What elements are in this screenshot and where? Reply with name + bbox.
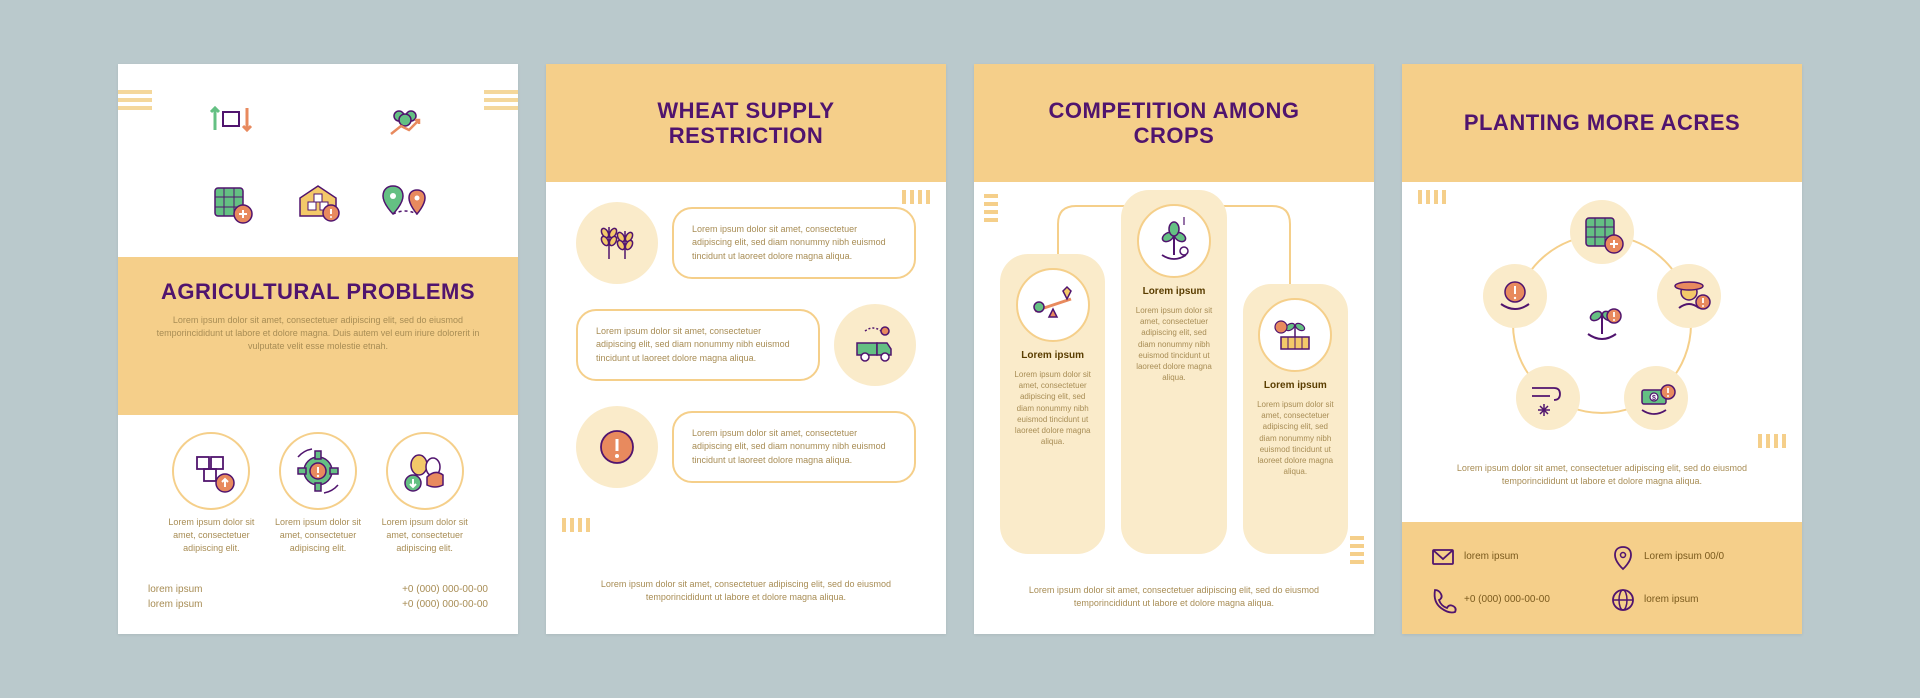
panel2-header: WHEAT SUPPLY RESTRICTION	[546, 64, 946, 182]
lower-icon-cell: Lorem ipsum dolor sit amet, consectetuer…	[158, 432, 265, 555]
contact-text: Lorem ipsum 00/0	[1644, 551, 1724, 562]
column-label: Lorem ipsum	[1143, 286, 1206, 297]
deco-ticks	[984, 194, 998, 222]
panel1-title-block: AGRICULTURAL PROBLEMS Lorem ipsum dolor …	[118, 257, 518, 415]
contact-item: lorem ipsum	[1432, 540, 1592, 573]
deco-bars-left	[118, 90, 152, 114]
ring-node	[1516, 366, 1580, 430]
field-plus-icon	[1580, 210, 1624, 254]
field-plus-icon	[204, 178, 258, 226]
planter-box-icon	[1273, 313, 1317, 357]
panel4-ring-diagram	[1452, 194, 1752, 454]
panel1-footer: lorem ipsum lorem ipsum +0 (000) 000-00-…	[148, 582, 488, 612]
contact-text: +0 (000) 000-00-00	[1464, 594, 1550, 605]
panel1-top-icon-grid	[188, 82, 448, 242]
icon-circle	[279, 432, 357, 510]
contact-item: lorem ipsum	[1612, 583, 1772, 616]
contact-item: +0 (000) 000-00-00	[1432, 583, 1592, 616]
panel2-content: Lorem ipsum dolor sit amet, consectetuer…	[576, 202, 916, 604]
panel4-header: PLANTING MORE ACRES	[1402, 64, 1802, 182]
info-row: Lorem ipsum dolor sit amet, consectetuer…	[576, 202, 916, 284]
ring-node	[1570, 200, 1634, 264]
panel3-header: COMPETITION AMONG CROPS	[974, 64, 1374, 182]
people-chart-icon	[378, 98, 432, 146]
lower-icon-text: Lorem ipsum dolor sit amet, consectetuer…	[371, 516, 478, 555]
column-card: Lorem ipsum Lorem ipsum dolor sit amet, …	[1243, 284, 1348, 554]
panel4-title: PLANTING MORE ACRES	[1464, 110, 1740, 135]
panel3-bottom-text: Lorem ipsum dolor sit amet, consectetuer…	[1008, 584, 1340, 610]
alert-circle-icon	[593, 423, 641, 471]
money-hand-alert-icon	[1634, 376, 1678, 420]
contact-text: lorem ipsum	[1644, 594, 1698, 605]
panel-planting-more-acres: PLANTING MORE ACRES Lorem ipsum dolor si…	[1402, 64, 1802, 634]
pin-icon	[1612, 546, 1634, 568]
panel1-subtitle: Lorem ipsum dolor sit amet, consectetuer…	[148, 314, 488, 353]
panel2-title: WHEAT SUPPLY RESTRICTION	[586, 98, 906, 149]
ring-node	[1624, 366, 1688, 430]
footer-left: lorem ipsum lorem ipsum	[148, 582, 202, 612]
panel3-columns: Lorem ipsum Lorem ipsum dolor sit amet, …	[1000, 204, 1348, 554]
info-text: Lorem ipsum dolor sit amet, consectetuer…	[576, 309, 820, 380]
info-text: Lorem ipsum dolor sit amet, consectetuer…	[672, 207, 916, 278]
column-label: Lorem ipsum	[1264, 380, 1327, 391]
globe-icon	[1612, 589, 1634, 611]
lower-icon-cell: Lorem ipsum dolor sit amet, consectetuer…	[371, 432, 478, 555]
column-text: Lorem ipsum dolor sit amet, consectetuer…	[1133, 305, 1214, 383]
column-card: Lorem ipsum Lorem ipsum dolor sit amet, …	[1000, 254, 1105, 554]
deco-ticks	[1418, 190, 1446, 204]
lower-icon-text: Lorem ipsum dolor sit amet, consectetuer…	[158, 516, 265, 555]
panel3-title: COMPETITION AMONG CROPS	[1014, 98, 1334, 149]
panel-wheat-supply: WHEAT SUPPLY RESTRICTION Lorem ipsum dol…	[546, 64, 946, 634]
panel-competition-crops: COMPETITION AMONG CROPS Lorem ipsum Lore…	[974, 64, 1374, 634]
icon-circle	[386, 432, 464, 510]
phone-icon	[1432, 589, 1454, 611]
panel4-body-text: Lorem ipsum dolor sit amet, consectetuer…	[1436, 462, 1768, 488]
info-text: Lorem ipsum dolor sit amet, consectetuer…	[672, 411, 916, 482]
gear-alert-icon	[293, 446, 343, 496]
icon-circle	[1258, 298, 1332, 372]
mail-icon	[1432, 546, 1454, 568]
deco-bars-right	[484, 90, 518, 114]
contact-text: lorem ipsum	[1464, 551, 1518, 562]
footer-right: +0 (000) 000-00-00 +0 (000) 000-00-00	[402, 582, 488, 612]
wheat-icon	[593, 219, 641, 267]
arrows-up-down-icon	[204, 98, 258, 146]
farmer-alert-icon	[1667, 274, 1711, 318]
ring-node	[1483, 264, 1547, 328]
column-label: Lorem ipsum	[1021, 350, 1084, 361]
info-row: Lorem ipsum dolor sit amet, consectetuer…	[576, 304, 916, 386]
info-row: Lorem ipsum dolor sit amet, consectetuer…	[576, 406, 916, 488]
wind-snow-icon	[1526, 376, 1570, 420]
lower-icon-cell: Lorem ipsum dolor sit amet, consectetuer…	[265, 432, 372, 555]
panel4-footer: lorem ipsum Lorem ipsum 00/0 +0 (000) 00…	[1402, 522, 1802, 634]
panel2-bottom-text: Lorem ipsum dolor sit amet, consectetuer…	[576, 578, 916, 604]
icon-circle	[576, 202, 658, 284]
icon-circle	[834, 304, 916, 386]
panel1-title: AGRICULTURAL PROBLEMS	[148, 279, 488, 304]
icon-circle	[576, 406, 658, 488]
lower-icon-text: Lorem ipsum dolor sit amet, consectetuer…	[265, 516, 372, 555]
sprout-hand-alert-icon	[1574, 296, 1630, 352]
warehouse-alert-icon	[291, 178, 345, 226]
ring-node	[1657, 264, 1721, 328]
column-text: Lorem ipsum dolor sit amet, consectetuer…	[1012, 369, 1093, 447]
hand-alert-icon	[1493, 274, 1537, 318]
map-pins-icon	[378, 178, 432, 226]
icon-circle	[172, 432, 250, 510]
contact-item: Lorem ipsum 00/0	[1612, 540, 1772, 573]
truck-route-icon	[851, 321, 899, 369]
panel1-lower-icon-row: Lorem ipsum dolor sit amet, consectetuer…	[158, 432, 478, 555]
eggs-price-down-icon	[400, 446, 450, 496]
panel-agricultural-problems: AGRICULTURAL PROBLEMS Lorem ipsum dolor …	[118, 64, 518, 634]
column-card: Lorem ipsum Lorem ipsum dolor sit amet, …	[1121, 190, 1226, 554]
seesaw-icon	[1031, 283, 1075, 327]
deco-ticks	[1758, 434, 1786, 448]
plant-hand-icon	[1152, 219, 1196, 263]
cubes-price-up-icon	[186, 446, 236, 496]
icon-circle	[1016, 268, 1090, 342]
canvas: AGRICULTURAL PROBLEMS Lorem ipsum dolor …	[0, 0, 1920, 698]
deco-ticks	[1350, 536, 1364, 564]
icon-circle	[1137, 204, 1211, 278]
column-text: Lorem ipsum dolor sit amet, consectetuer…	[1255, 399, 1336, 477]
